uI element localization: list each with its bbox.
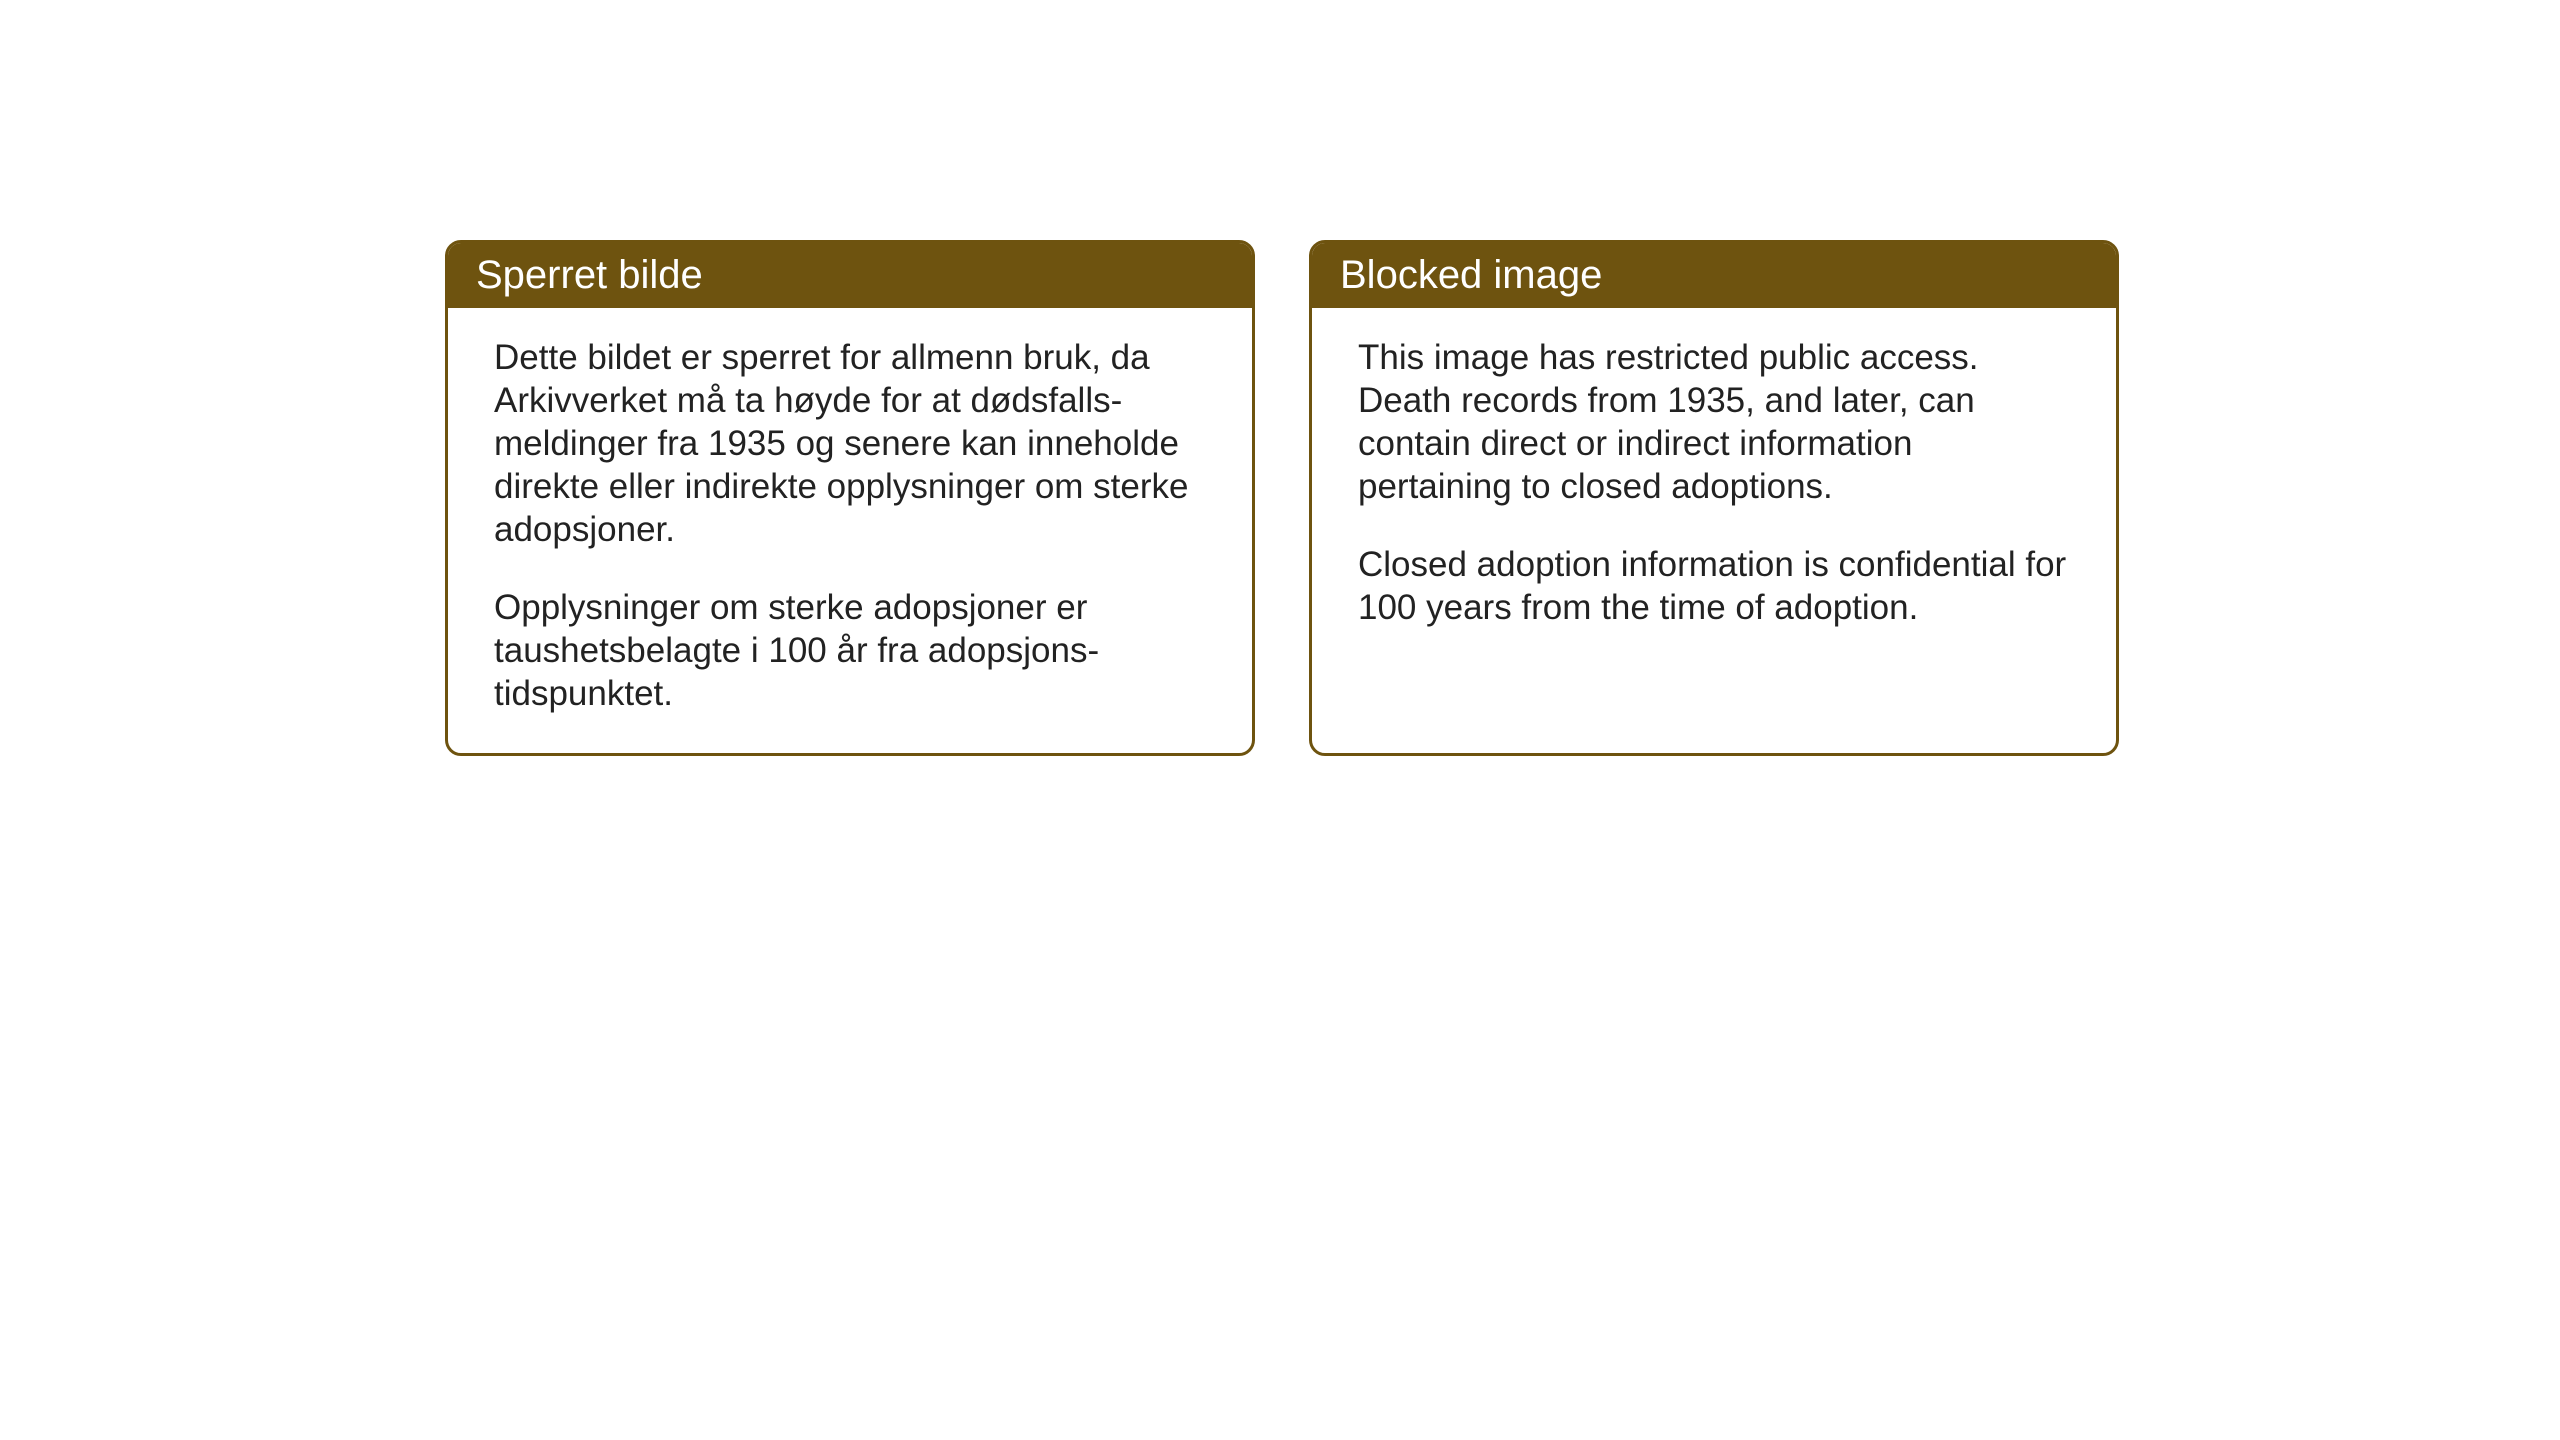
english-card: Blocked image This image has restricted … [1309, 240, 2119, 756]
norwegian-paragraph-2: Opplysninger om sterke adopsjoner er tau… [494, 586, 1206, 715]
norwegian-card-body: Dette bildet er sperret for allmenn bruk… [448, 308, 1252, 753]
norwegian-paragraph-1: Dette bildet er sperret for allmenn bruk… [494, 336, 1206, 551]
english-card-title: Blocked image [1312, 243, 2116, 308]
norwegian-card: Sperret bilde Dette bildet er sperret fo… [445, 240, 1255, 756]
cards-container: Sperret bilde Dette bildet er sperret fo… [445, 240, 2119, 756]
english-card-body: This image has restricted public access.… [1312, 308, 2116, 667]
english-paragraph-1: This image has restricted public access.… [1358, 336, 2070, 508]
english-paragraph-2: Closed adoption information is confident… [1358, 543, 2070, 629]
norwegian-card-title: Sperret bilde [448, 243, 1252, 308]
